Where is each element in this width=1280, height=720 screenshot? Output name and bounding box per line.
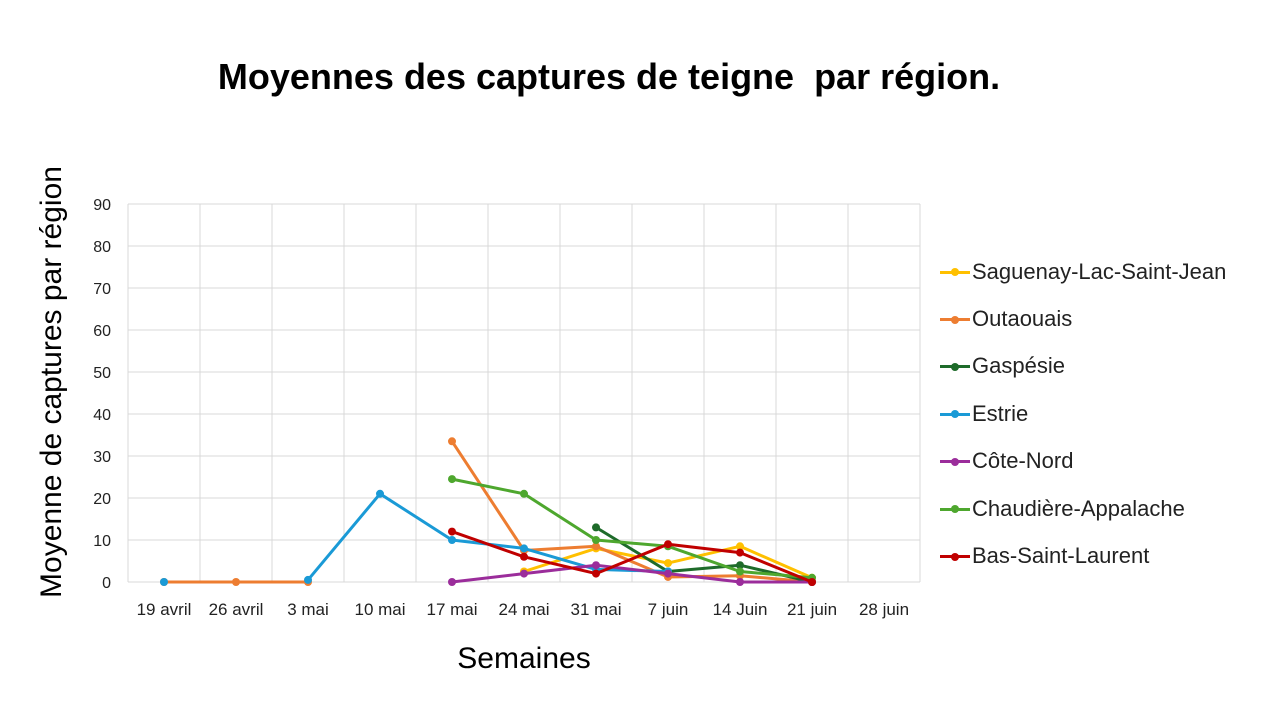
series-4 <box>448 561 816 586</box>
data-point[interactable] <box>736 578 744 586</box>
y-tick-label: 0 <box>102 575 111 592</box>
data-point[interactable] <box>520 552 528 561</box>
series-lines <box>160 437 816 586</box>
series-line <box>450 439 814 584</box>
chart-title: Moyennes des captures de teigne par régi… <box>217 56 1001 97</box>
y-tick-label: 30 <box>93 449 111 466</box>
y-tick-labels: 0 10 20 30 40 50 60 70 80 90 <box>93 197 111 592</box>
data-point[interactable] <box>520 544 528 553</box>
legend-swatch <box>940 546 970 566</box>
legend-swatch <box>940 404 970 424</box>
x-tick-label: 28 juin <box>859 600 909 619</box>
y-tick-label: 40 <box>93 407 111 424</box>
x-tick-label: 17 mai <box>426 600 477 619</box>
legend-item: Bas-Saint-Laurent <box>940 532 1226 579</box>
data-point[interactable] <box>736 548 744 557</box>
y-tick-label: 70 <box>93 281 111 298</box>
data-point[interactable] <box>736 542 744 551</box>
data-point[interactable] <box>376 489 384 498</box>
y-tick-label: 60 <box>93 323 111 340</box>
y-tick-label: 20 <box>93 491 111 508</box>
data-point[interactable] <box>808 578 816 586</box>
data-point[interactable] <box>304 575 312 584</box>
data-point[interactable] <box>448 527 456 536</box>
data-point[interactable] <box>448 578 456 586</box>
x-tick-label: 3 mai <box>287 600 329 619</box>
legend-label: Saguenay-Lac-Saint-Jean <box>972 258 1227 284</box>
data-point[interactable] <box>448 536 456 544</box>
legend-item: Estrie <box>940 390 1226 437</box>
legend-item: Côte-Nord <box>940 438 1226 485</box>
x-tick-label: 24 mai <box>498 600 549 619</box>
x-tick-label: 19 avril <box>137 600 192 619</box>
data-point[interactable] <box>736 567 744 576</box>
x-tick-label: 21 juin <box>787 600 837 619</box>
legend-label: Estrie <box>972 400 1029 426</box>
data-point[interactable] <box>448 437 456 446</box>
x-tick-label: 14 Juin <box>713 600 768 619</box>
data-point[interactable] <box>592 536 600 544</box>
series-line <box>450 477 814 580</box>
data-point[interactable] <box>592 561 600 570</box>
y-tick-label: 10 <box>93 533 111 550</box>
y-tick-label: 50 <box>93 365 111 382</box>
legend-item: Outaouais <box>940 295 1226 342</box>
data-point[interactable] <box>520 489 528 498</box>
x-tick-label: 26 avril <box>209 600 264 619</box>
legend-item: Saguenay-Lac-Saint-Jean <box>940 248 1226 295</box>
grid-lines <box>127 203 921 583</box>
data-point[interactable] <box>448 475 456 484</box>
data-point[interactable] <box>664 559 672 568</box>
legend-label: Gaspésie <box>972 353 1065 379</box>
legend-label: Chaudière-Appalache <box>972 495 1185 521</box>
y-tick-label: 90 <box>93 197 111 214</box>
legend-swatch <box>940 309 970 329</box>
data-point[interactable] <box>664 569 672 578</box>
data-point[interactable] <box>160 578 168 586</box>
y-tick-label: 80 <box>93 239 111 256</box>
data-point[interactable] <box>592 523 600 532</box>
data-point[interactable] <box>592 542 600 551</box>
x-axis-label: Semaines <box>457 642 591 675</box>
legend-item: Gaspésie <box>940 343 1226 390</box>
legend-label: Côte-Nord <box>972 448 1074 474</box>
data-point[interactable] <box>736 561 744 570</box>
legend: Saguenay-Lac-Saint-Jean Outaouais Gaspésie… <box>940 248 1226 580</box>
legend-swatch <box>940 451 970 471</box>
legend-label: Bas-Saint-Laurent <box>972 543 1150 569</box>
data-point[interactable] <box>232 578 240 586</box>
legend-swatch <box>940 356 970 376</box>
x-tick-label: 7 juin <box>648 600 689 619</box>
legend-swatch <box>940 499 970 519</box>
x-tick-label: 10 mai <box>354 600 405 619</box>
legend-label: Outaouais <box>972 306 1073 332</box>
x-tick-labels: 19 avril 26 avril 3 mai 10 mai 17 mai 24 mai 3… <box>137 600 909 619</box>
data-point[interactable] <box>664 540 672 549</box>
legend-swatch <box>940 262 970 282</box>
series-line <box>450 563 814 584</box>
data-point[interactable] <box>520 569 528 578</box>
legend-item: Chaudière-Appalache <box>940 485 1226 532</box>
series-line <box>450 530 814 584</box>
data-point[interactable] <box>592 569 600 578</box>
x-tick-label: 31 mai <box>570 600 621 619</box>
series-6 <box>448 527 816 586</box>
